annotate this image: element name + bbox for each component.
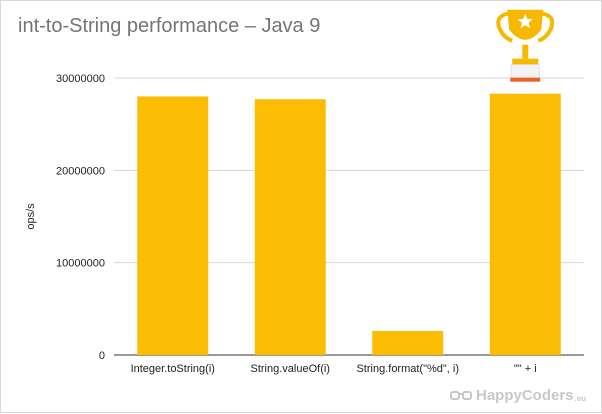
bar	[372, 330, 444, 355]
glasses-icon	[450, 390, 472, 400]
y-tick-label: 30000000	[56, 73, 105, 85]
x-tick-label: "" + i	[514, 363, 537, 375]
trophy-base-bottom	[510, 77, 541, 82]
chart-title: int-to-String performance – Java 9	[18, 15, 321, 37]
trophy-plaque	[510, 64, 540, 79]
bar	[254, 99, 326, 355]
trophy-star	[517, 13, 533, 29]
x-tick-label: String.format("%d", i)	[356, 363, 459, 375]
x-tick-label: String.valueOf(i)	[251, 363, 330, 375]
trophy-handle-left	[496, 11, 513, 43]
trophy-handle-right	[537, 11, 555, 43]
y-tick-label: 20000000	[56, 165, 105, 177]
y-axis-label: ops/s	[25, 203, 37, 230]
watermark: HappyCoders .eu	[450, 387, 586, 404]
watermark-text: HappyCoders	[476, 387, 574, 404]
trophy-icon	[496, 9, 555, 82]
y-tick-label: 10000000	[56, 258, 105, 270]
bar	[489, 93, 561, 356]
bar	[137, 96, 209, 355]
x-tick-labels: Integer.toString(i) String.valueOf(i) Stri…	[131, 363, 537, 375]
y-tick-labels: 0 10000000 20000000 30000000	[56, 73, 105, 362]
trophy-stem	[522, 44, 529, 59]
x-tick-label: Integer.toString(i)	[131, 363, 215, 375]
bars	[137, 93, 561, 356]
y-tick-label: 0	[99, 350, 105, 362]
watermark-suffix: .eu	[574, 394, 587, 403]
trophy-base-top	[512, 58, 539, 65]
